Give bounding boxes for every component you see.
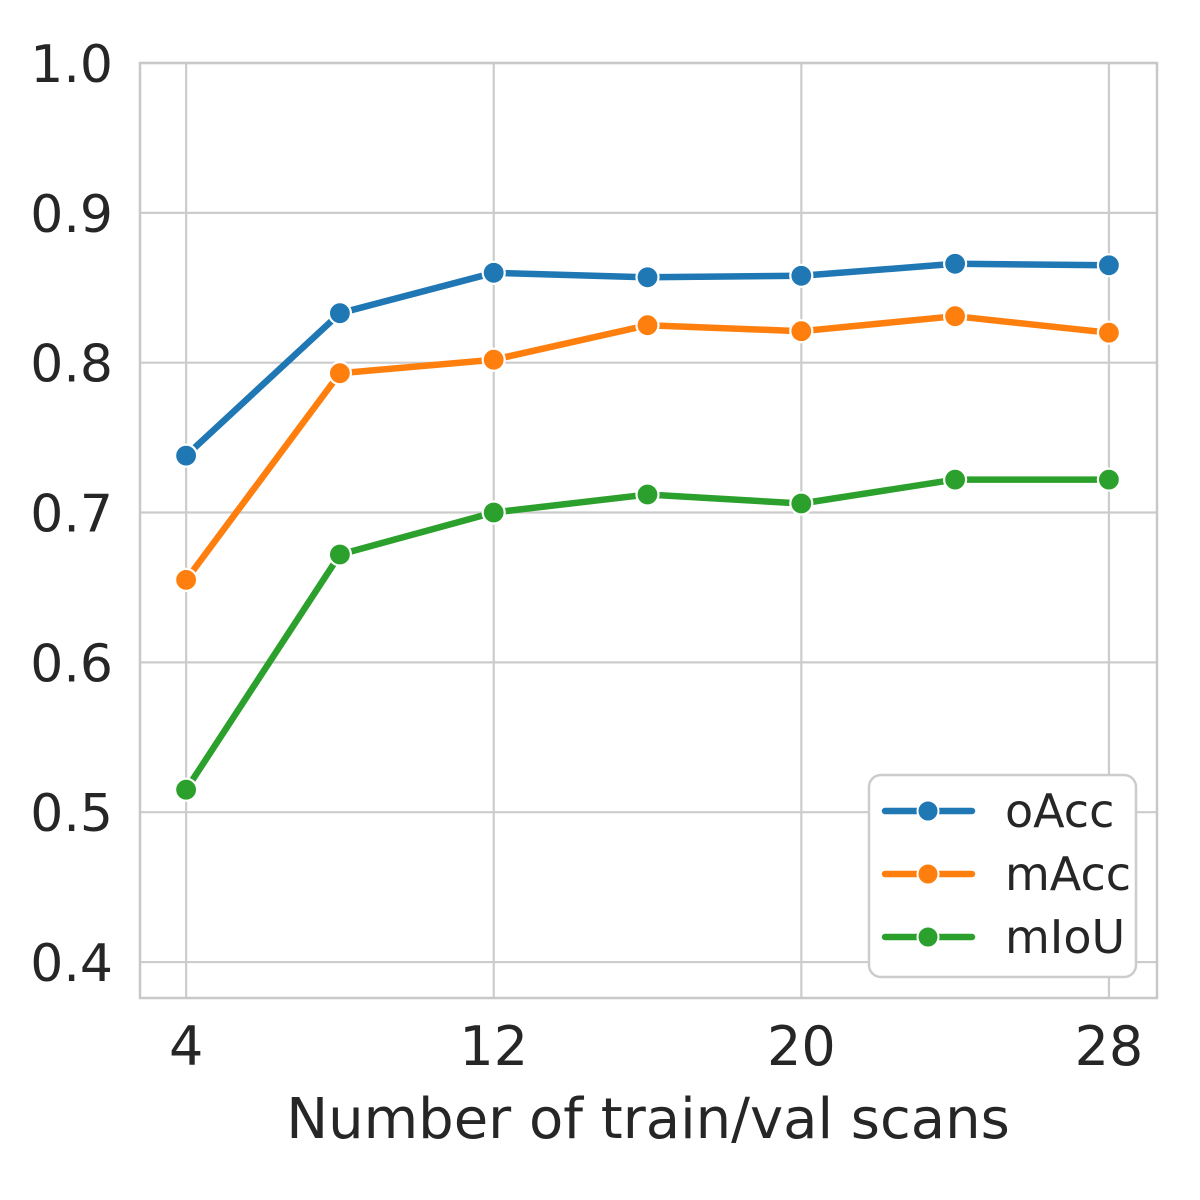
legend-label: oAcc [1005,784,1114,838]
data-point-oAcc [481,260,506,285]
x-axis-label: Number of train/val scans [286,1087,1010,1152]
legend-box [867,773,1138,979]
x-tick-label: 12 [459,1015,528,1078]
x-tick-label: 28 [1075,1015,1144,1078]
y-tick-label: 0.9 [30,185,113,245]
data-point-mAcc [942,304,968,329]
legend-label: mAcc [1005,847,1131,901]
y-tick-label: 0.7 [30,485,113,545]
series-line-mAcc [182,312,1113,584]
data-point-mIoU [174,777,199,802]
legend-marker [916,925,940,949]
series-line-oAcc [182,260,1113,459]
plot-border [138,61,1159,1000]
data-point-mIoU [1096,467,1122,492]
data-point-mAcc [327,361,352,386]
data-point-oAcc [327,301,352,326]
data-point-oAcc [1096,253,1122,278]
series-layer [174,251,1122,802]
data-point-mIoU [635,482,660,507]
data-point-mAcc [1096,320,1122,345]
x-tick-label: 4 [169,1015,203,1078]
legend-label: mIoU [1005,910,1125,964]
series-line-mIoU [182,476,1113,793]
y-tick-label: 0.6 [30,634,113,694]
data-point-mAcc [174,567,199,593]
legend: oAcc mAcc mIoU [867,773,1138,979]
data-point-oAcc [635,265,660,290]
x-tick-label: 20 [767,1015,836,1078]
legend-item-mAcc: mAcc [881,847,1131,901]
data-point-mAcc [789,319,814,344]
data-point-oAcc [174,443,199,468]
legend-item-oAcc: oAcc [881,784,1114,838]
data-point-mIoU [327,542,352,567]
y-tick-label: 0.8 [30,335,113,395]
axis-layer: 1.0 0.9 0.8 0.7 0.6 0.5 0.4 4 12 20 28 [30,35,1143,1078]
data-point-mIoU [942,467,968,492]
legend-marker [916,799,940,823]
legend-marker [916,862,940,886]
data-point-mAcc [635,313,660,338]
legend-item-mIoU: mIoU [881,910,1125,964]
data-point-mIoU [789,491,814,516]
data-point-oAcc [942,251,968,276]
y-tick-label: 1.0 [30,35,113,95]
data-point-mAcc [481,347,506,372]
data-point-mIoU [481,500,506,525]
grid-layer [138,61,1159,1000]
data-point-oAcc [789,263,814,288]
y-tick-label: 0.5 [30,784,113,844]
y-tick-label: 0.4 [30,934,113,994]
